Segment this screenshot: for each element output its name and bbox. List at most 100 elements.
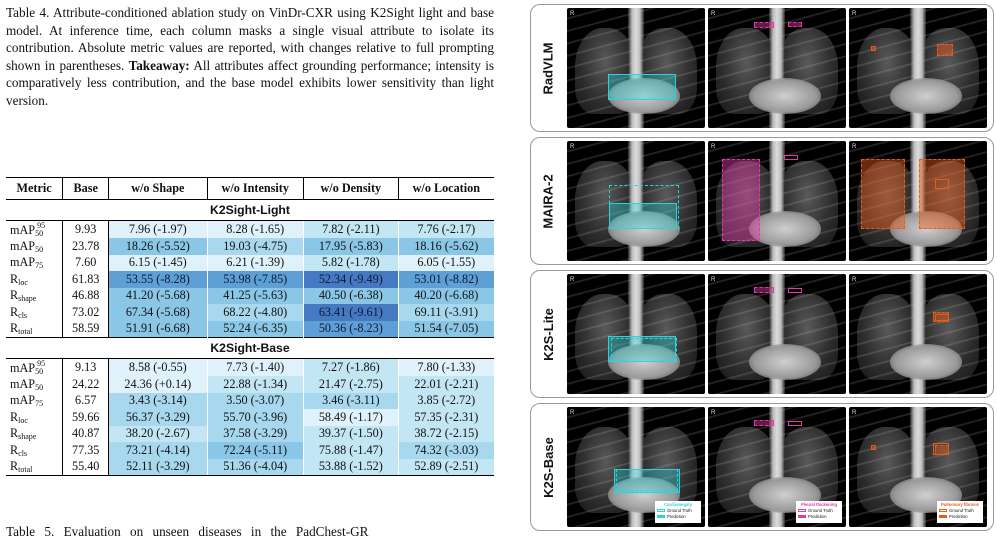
chest-xray-image: R [567,274,705,394]
model-label: K2S-Lite [531,271,565,397]
table-row: mAP5095 9.93 7.96 (-1.97) 8.28 (-1.65) 7.82 … [6,220,494,238]
bounding-box [788,288,802,293]
legend-prediction: Prediction [657,514,699,520]
caption-body: Table 4. Attribute-conditioned ablation … [6,5,494,73]
ablation-value-cell: 21.47 (-2.75) [303,376,399,393]
table-caption: Table 4. Attribute-conditioned ablation … [6,4,494,110]
side-marker: R [711,277,716,283]
bounding-box [788,421,802,426]
ablation-value-cell: 19.03 (-4.75) [206,238,304,255]
ablation-table: Metric Base w/o Shape w/o Intensity w/o … [6,177,494,476]
base-value-cell: 23.78 [62,238,110,255]
ablation-value-cell: 51.54 (-7.05) [397,320,494,338]
metric-cell: Rloc [10,271,28,287]
chest-xray-image: R [849,8,987,128]
legend-title: Pulmonary fibrosis [941,502,979,507]
ablation-value-cell: 40.50 (-6.38) [303,287,399,304]
legend-ground-truth: Ground Truth [798,508,840,514]
ablation-value-cell: 22.88 (-1.34) [206,376,304,393]
takeaway-label: Takeaway: [128,57,190,73]
chest-xray-image: R Pleural thickening Ground Truth Predictio… [708,407,846,527]
chest-xray-image: R Cardiomegaly Ground Truth Prediction [567,407,705,527]
base-value-cell: 6.57 [62,392,110,409]
model-label: K2S-Base [531,404,565,530]
metric-cell: mAP50 [10,238,44,254]
ablation-value-cell: 50.36 (-8.23) [303,320,399,338]
bounding-box [919,159,965,229]
table-row: mAP50 23.78 18.26 (-5.52) 19.03 (-4.75) 17.9… [6,238,494,255]
ablation-value-cell: 55.70 (-3.96) [206,409,304,426]
ablation-value-cell: 17.95 (-5.83) [303,238,399,255]
ablation-value-cell: 38.20 (-2.67) [108,425,207,442]
ablation-value-cell: 51.91 (-6.68) [108,320,207,338]
ablation-value-cell: 57.35 (-2.31) [397,409,494,426]
table-row: Rtotal 55.40 52.11 (-3.29) 51.36 (-4.04) 53.… [6,458,494,476]
ablation-value-cell: 38.72 (-2.15) [397,425,494,442]
legend-title: Cardiomegaly [664,502,692,507]
ablation-value-cell: 74.32 (-3.03) [397,442,494,459]
bounding-box [754,287,774,293]
base-value-cell: 40.87 [62,425,110,442]
legend-box: Pleural thickening Ground Truth Prediction [796,501,842,523]
base-value-cell: 9.13 [62,358,110,376]
chest-xray-image: R [849,141,987,261]
ablation-value-cell: 18.16 (-5.62) [397,238,494,255]
base-value-cell: 7.60 [62,254,110,271]
base-value-cell: 55.40 [62,458,110,476]
side-marker: R [852,144,857,150]
ablation-value-cell: 3.85 (-2.72) [397,392,494,409]
side-marker: R [852,11,857,17]
table-row: mAP50 24.22 24.36 (+0.14) 22.88 (-1.34) 21.4… [6,376,494,393]
ablation-value-cell: 52.89 (-2.51) [397,458,494,476]
section-header-row: K2Sight-Light [6,199,494,221]
metric-cell: mAP5095 [10,359,46,376]
metric-cell: Rcls [10,304,28,320]
header-metric: Metric [6,177,63,200]
ablation-value-cell: 3.50 (-3.07) [206,392,304,409]
ablation-value-cell: 67.34 (-5.68) [108,304,207,321]
ablation-value-cell: 52.24 (-6.35) [206,320,304,338]
metric-cell: Rshape [10,426,37,442]
ablation-value-cell: 53.01 (-8.82) [397,271,494,288]
legend-title: Pleural thickening [800,502,838,507]
ablation-value-cell: 7.76 (-2.17) [397,220,494,238]
metric-cell: mAP75 [10,255,44,271]
metric-cell: Rloc [10,409,28,425]
bounding-box [609,203,677,229]
ablation-value-cell: 69.11 (-3.91) [397,304,494,321]
metric-cell: mAP50 [10,376,44,392]
ablation-value-cell: 53.88 (-1.52) [303,458,399,476]
legend-ground-truth: Ground Truth [939,508,981,514]
ablation-value-cell: 52.34 (-9.49) [303,271,399,288]
ablation-value-cell: 39.37 (-1.50) [303,425,399,442]
ablation-value-cell: 52.11 (-3.29) [108,458,207,476]
chest-xray-image: R [567,8,705,128]
table-row: Rshape 46.88 41.20 (-5.68) 41.25 (-5.63) 40.… [6,287,494,304]
base-value-cell: 58.59 [62,320,110,338]
bounding-box [614,469,680,493]
bounding-box [935,314,949,321]
bounding-box [608,336,676,362]
table-row: Rloc 61.83 53.55 (-8.28) 53.98 (-7.85) 52.34… [6,271,494,288]
table-row: mAP75 7.60 6.15 (-1.45) 6.21 (-1.39) 5.82 (-… [6,254,494,271]
model-label-text: MAIRA-2 [540,173,556,229]
ablation-value-cell: 41.20 (-5.68) [108,287,207,304]
ablation-value-cell: 58.49 (-1.17) [303,409,399,426]
bounding-box [937,44,953,56]
header-wo-shape: w/o Shape [108,177,207,200]
metric-cell: mAP5095 [10,221,46,238]
bounding-box [616,469,678,491]
bounding-box [871,46,876,51]
header-wo-density: w/o Density [303,177,399,200]
side-marker: R [852,410,857,416]
base-value-cell: 24.22 [62,376,110,393]
bounding-box [788,22,802,27]
legend-ground-truth: Ground Truth [657,508,699,514]
bounding-box [611,338,677,362]
ablation-value-cell: 63.41 (-9.61) [303,304,399,321]
ablation-value-cell: 3.43 (-3.14) [108,392,207,409]
ablation-value-cell: 53.98 (-7.85) [206,271,304,288]
side-marker: R [570,277,575,283]
model-row-k2s-base: K2S-Base R Cardiomegaly Ground Truth Predict… [530,403,994,531]
table-row: Rloc 59.66 56.37 (-3.29) 55.70 (-3.96) 58.49… [6,409,494,426]
